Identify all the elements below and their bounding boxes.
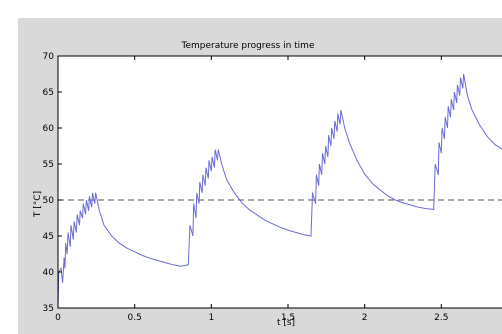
x-tick-label: 0.5 [128,313,142,323]
chart-title: Temperature progress in time [181,41,315,51]
x-tick-label: 1.5 [281,313,295,323]
series-line [57,73,502,309]
x-axis-label: t [s] [277,318,295,328]
y-tick-label: 65 [43,88,54,98]
x-tick-label: 2 [362,313,368,323]
y-tick-label: 50 [43,196,55,206]
y-tick-label: 35 [43,304,54,314]
y-tick-label: 70 [43,52,55,62]
y-tick-label: 60 [43,124,55,134]
axis-ticks [57,55,442,309]
y-tick-label: 55 [43,160,54,170]
y-tick-label: 45 [43,232,54,242]
x-tick-label: 1 [208,313,214,323]
x-tick-labels: 00.511.522.53 [55,313,448,323]
x-tick-label: 0 [55,313,61,323]
y-tick-labels: 35 40 45 50 55 60 65 70 [43,52,55,314]
y-tick-label: 40 [43,268,55,278]
x-tick-label: 2.5 [434,313,448,323]
y-axis-label: T [°C] [33,191,43,218]
plot-area [58,56,502,308]
